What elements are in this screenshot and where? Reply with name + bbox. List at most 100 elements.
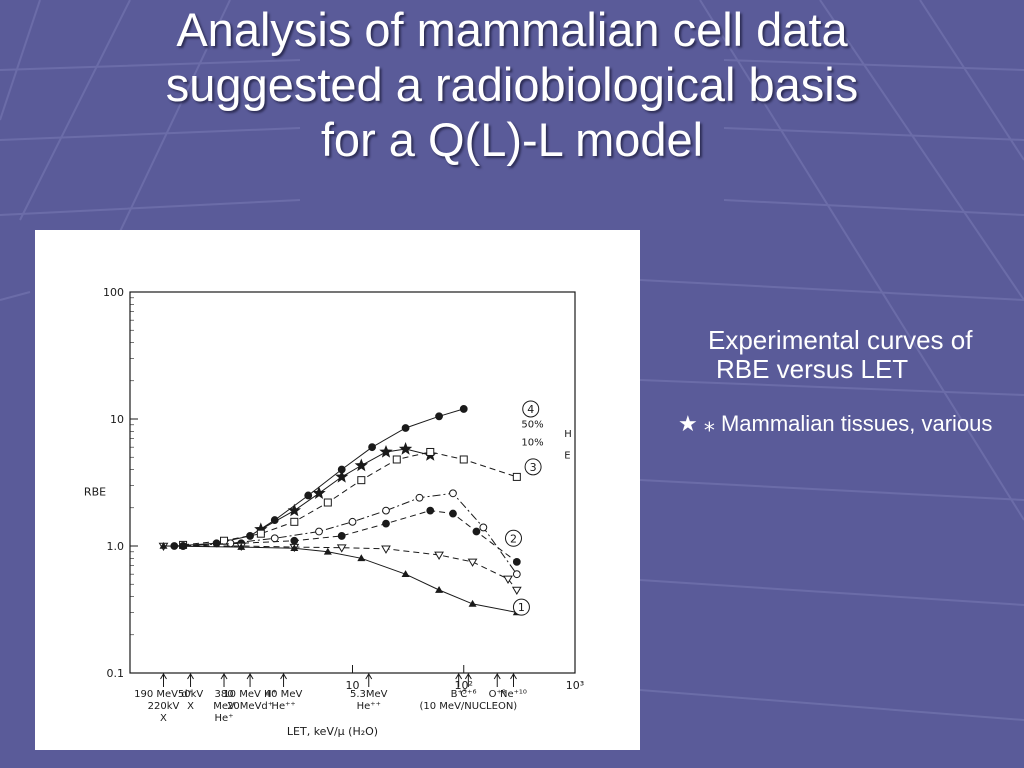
x-tick-label: 10³: [566, 679, 584, 692]
y-tick-label: 1.0: [107, 540, 125, 553]
figure-panel: 100 10 1.0 0.1 10 10² 10³ RBE 190 MeV d⁺ 220kV X 50…: [35, 230, 640, 750]
data-point: [381, 545, 391, 554]
legend-entry: E: [564, 450, 570, 461]
radiation-label: C⁺⁶: [460, 689, 476, 700]
radiation-arrowhead: [160, 673, 167, 680]
radiation-label: 190 MeV d⁺: [134, 689, 193, 700]
data-point: [435, 586, 444, 593]
data-point: [459, 405, 468, 413]
data-point: [472, 527, 481, 536]
data-point: [434, 551, 444, 560]
radiation-arrowhead: [493, 673, 501, 680]
data-point: [435, 412, 443, 421]
data-point: [323, 498, 332, 507]
data-point: [511, 586, 522, 596]
radiation-label: 220kV: [148, 701, 180, 712]
data-point: [337, 532, 346, 540]
bullet-mammalian-tissues: ★ ⁎ Mammalian tissues, various: [678, 410, 1008, 437]
radiation-label: He⁺⁺: [271, 701, 295, 712]
curve-label-circle: [522, 400, 540, 418]
data-point: [426, 506, 435, 515]
series-line: [183, 492, 518, 575]
data-point: [449, 509, 457, 518]
radiation-label: 10 MeV H⁺: [223, 689, 277, 700]
data-point: [290, 544, 299, 552]
data-point: [312, 486, 326, 499]
legend-entry: H: [564, 429, 572, 440]
data-point: [304, 491, 313, 500]
radiation-label: B⁺⁵: [451, 689, 467, 700]
radiation-label: 380: [214, 689, 233, 700]
series-line: [183, 510, 518, 563]
radiation-label: 40 MeV: [265, 689, 303, 700]
radiation-label: 20MeVd⁺: [227, 701, 273, 712]
title-line-3: for a Q(L)-L model: [320, 113, 704, 166]
curve-label: 1: [518, 601, 525, 614]
radiation-label: 50kV: [178, 689, 204, 700]
data-point: [368, 443, 376, 452]
plot-frame: [129, 291, 576, 674]
data-point: [512, 472, 521, 481]
legend-entry: 10%: [521, 437, 543, 448]
radiation-label: Ne⁺¹⁰: [500, 689, 527, 700]
x-tick-label: 10: [346, 679, 360, 692]
data-point: [379, 445, 393, 458]
radiation-arrowhead: [365, 673, 373, 680]
curve-label-circle: [512, 598, 530, 616]
data-point: [468, 599, 477, 607]
series-line: [183, 451, 517, 546]
data-point: [323, 547, 332, 555]
data-point: [479, 523, 488, 532]
data-point: [459, 455, 468, 464]
radiation-label: He⁺⁺: [357, 701, 381, 712]
bullet-text: Experimental curves of RBE versus LET: [708, 325, 973, 384]
data-point: [398, 442, 413, 455]
radiation-arrowhead: [187, 673, 194, 680]
radiation-arrowhead: [280, 673, 287, 680]
data-point: [382, 519, 390, 528]
bullet-list: Experimental curves of RBE versus LET ★ …: [678, 326, 1008, 463]
data-point: [287, 503, 301, 517]
data-point: [401, 424, 410, 432]
curve-label-circle: [504, 529, 522, 547]
data-point: [449, 489, 457, 498]
legend-entry: 50%: [521, 419, 543, 430]
title-line-2: suggested a radiobiological basis: [165, 58, 859, 111]
data-point: [426, 447, 435, 456]
data-point: [290, 536, 299, 545]
data-point: [336, 544, 347, 553]
radiation-arrowhead: [246, 673, 254, 680]
data-point: [392, 455, 401, 464]
y-tick-label: 10: [110, 413, 124, 426]
data-point: [467, 558, 478, 567]
data-point: [382, 506, 390, 515]
data-point: [270, 534, 279, 543]
series-line: [174, 408, 464, 547]
data-point: [335, 469, 349, 483]
data-point: [290, 517, 299, 526]
bullet-experimental-curves: Experimental curves of RBE versus LET: [678, 326, 1008, 384]
data-point: [401, 570, 410, 577]
data-point: [348, 517, 357, 526]
data-point: [354, 458, 368, 472]
radiation-arrowhead: [510, 673, 517, 680]
data-point: [237, 543, 246, 550]
radiation-label: MeV: [213, 701, 235, 712]
radiation-arrowhead: [455, 673, 463, 680]
x-axis-label: LET, keV/μ (H₂O): [287, 725, 378, 738]
radiation-label: O⁺⁸: [489, 689, 506, 700]
radiation-arrowhead: [220, 673, 228, 680]
series-line: [260, 448, 431, 530]
y-tick-label: 0.1: [107, 667, 125, 680]
data-point: [315, 527, 323, 536]
y-axis-label: RBE: [84, 485, 106, 498]
curve-label: 3: [530, 461, 537, 474]
data-point: [415, 493, 424, 502]
nucleon-label: (10 MeV/NUCLEON): [419, 701, 517, 712]
series-line: [163, 545, 518, 591]
data-point: [254, 522, 268, 536]
radiation-arrowhead: [464, 673, 472, 680]
curve-label: 4: [527, 403, 534, 416]
data-point: [256, 529, 265, 538]
